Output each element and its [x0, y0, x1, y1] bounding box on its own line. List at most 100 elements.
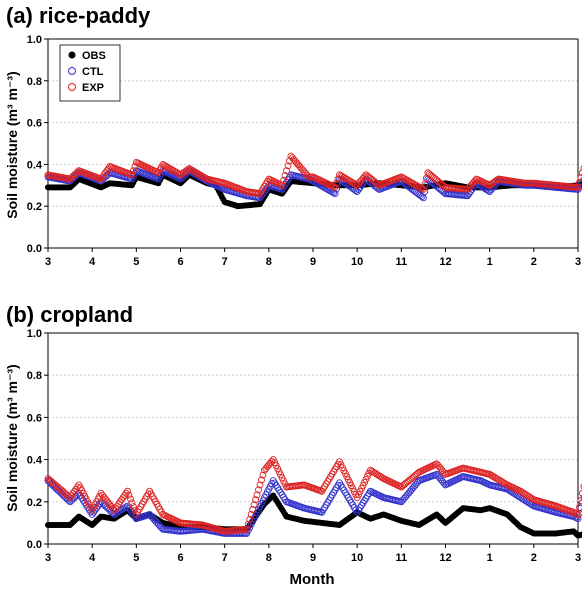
data-point [73, 483, 81, 491]
data-point [126, 495, 134, 503]
legend-marker [68, 67, 76, 75]
x-tick-label: 10 [351, 256, 363, 268]
x-tick-label: 5 [133, 256, 139, 268]
legend-label-exp: EXP [82, 82, 104, 94]
data-point [280, 176, 288, 184]
panel-a-plot-area: 0.00.20.40.60.81.03 4 5 6 7 8 9 10 11 12 1 2 3 [27, 34, 582, 268]
x-tick-label: 6 [177, 256, 183, 268]
x-tick-label: 11 [396, 552, 408, 564]
data-point [577, 174, 582, 182]
data-point [331, 183, 339, 191]
data-point [576, 503, 582, 511]
data-point [249, 506, 257, 513]
panel-b-plot-area: 0.00.20.40.60.81.03 4 5 6 7 8 9 10 11 12 1 2 3 [27, 328, 582, 564]
legend-label-ctl: CTL [82, 66, 104, 78]
data-point [128, 499, 136, 507]
series-exp [44, 456, 582, 535]
y-tick-label: 0.8 [27, 76, 42, 88]
data-point [247, 511, 255, 518]
data-point [578, 178, 582, 186]
y-tick-label: 1.0 [27, 34, 42, 46]
x-tick-label: 9 [310, 552, 316, 564]
data-point [574, 511, 582, 518]
x-tick-label: 2 [531, 256, 537, 268]
x-tick-label: 3 [45, 256, 51, 268]
data-point [175, 170, 183, 178]
data-point [578, 489, 582, 497]
x-tick-label: 3 [575, 256, 581, 268]
y-tick-label: 0.8 [27, 370, 42, 382]
x-tick-label: 2 [531, 552, 537, 564]
x-tick-label: 10 [351, 552, 363, 564]
data-point [278, 181, 286, 189]
x-tick-label: 12 [439, 552, 451, 564]
y-tick-label: 0.2 [27, 201, 42, 213]
panel-a-ylabel: Soil moisture (m³ m⁻³) [4, 71, 20, 218]
data-point [122, 503, 130, 511]
data-point [333, 179, 341, 187]
x-axis-label: Month [290, 571, 335, 588]
data-point [129, 167, 137, 175]
data-point [580, 483, 582, 490]
x-tick-label: 5 [133, 552, 139, 564]
data-point [576, 179, 582, 186]
y-tick-label: 0.2 [27, 497, 42, 509]
data-point [256, 481, 264, 489]
data-point [125, 491, 133, 499]
x-tick-label: 11 [396, 256, 408, 268]
data-point [283, 167, 290, 175]
legend-label-obs: OBS [82, 50, 106, 62]
x-tick-label: 4 [89, 256, 96, 268]
panel-rice-paddy: (a) rice-paddy Soil moisture (m³ m⁻³) 0.… [4, 3, 582, 268]
series-ctl [44, 470, 582, 537]
data-point [124, 487, 131, 495]
y-tick-label: 0.0 [27, 243, 42, 255]
data-point [574, 183, 582, 191]
data-point [284, 162, 292, 170]
legend: OBS CTL EXP [59, 44, 121, 102]
series-exp [44, 152, 582, 198]
y-tick-label: 0.6 [27, 118, 42, 130]
data-point [244, 520, 252, 528]
data-point [252, 496, 260, 504]
data-point [418, 193, 426, 201]
data-point [250, 501, 258, 509]
panel-b-title: (b) cropland [6, 302, 133, 327]
x-tick-label: 8 [266, 552, 272, 564]
data-point [246, 515, 254, 523]
x-tick-label: 4 [89, 552, 96, 564]
x-tick-label: 6 [177, 552, 183, 564]
data-point [577, 496, 582, 504]
x-tick-label: 1 [487, 256, 493, 268]
y-tick-label: 0.4 [27, 159, 43, 171]
x-tick-label: 8 [266, 256, 272, 268]
x-tick-label: 9 [310, 256, 316, 268]
panel-cropland: (b) cropland Soil moisture (m³ m⁻³) 0.0 0… [4, 302, 582, 588]
data-point [578, 169, 582, 177]
data-point [253, 491, 261, 499]
x-tick-label: 3 [575, 552, 581, 564]
x-tick-label: 7 [222, 256, 228, 268]
data-point [258, 476, 265, 484]
data-point [259, 471, 267, 479]
panel-b-ylabel: Soil moisture (m³ m⁻³) [4, 364, 20, 511]
data-point [129, 503, 137, 511]
legend-marker [68, 51, 76, 59]
y-tick-label: 0.6 [27, 412, 42, 424]
x-tick-label: 12 [439, 256, 451, 268]
plot-frame [47, 38, 579, 249]
data-point [243, 525, 251, 533]
panel-a-title: (a) rice-paddy [6, 3, 151, 28]
x-tick-label: 1 [487, 552, 493, 564]
data-point [128, 171, 136, 179]
x-tick-label: 3 [45, 552, 51, 564]
data-point [580, 164, 582, 171]
y-tick-label: 1.0 [27, 328, 42, 340]
y-tick-label: 0.4 [27, 455, 43, 467]
data-point [255, 486, 262, 494]
data-point [281, 172, 289, 179]
x-tick-label: 7 [222, 552, 228, 564]
legend-marker [68, 83, 76, 91]
y-tick-label: 0.0 [27, 539, 42, 551]
